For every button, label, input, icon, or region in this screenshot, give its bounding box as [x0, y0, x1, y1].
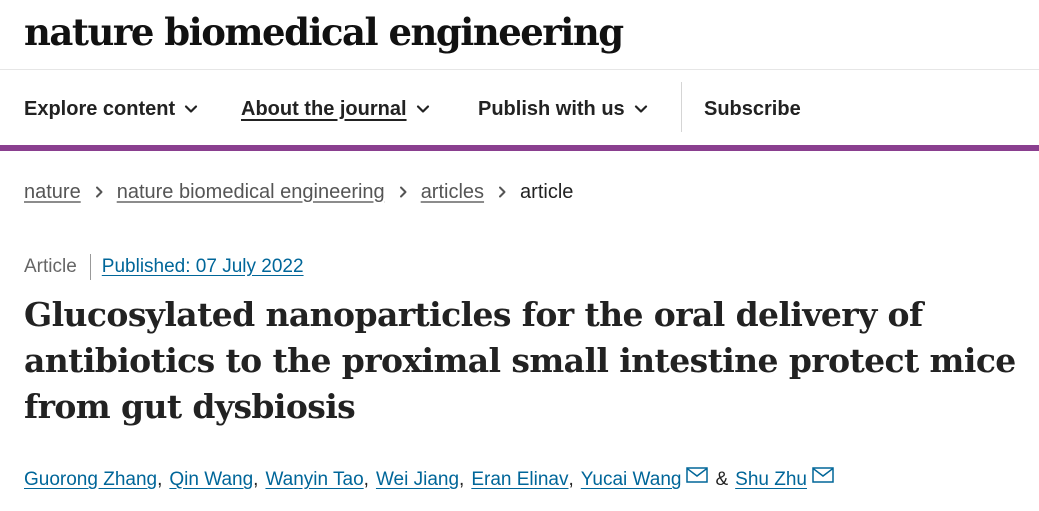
mail-icon[interactable]	[812, 467, 834, 483]
breadcrumb-current: article	[520, 180, 574, 203]
nav-publish-with-us-label: Publish with us	[478, 97, 625, 120]
chevron-right-icon	[484, 181, 520, 204]
author-link[interactable]: Guorong Zhang	[24, 469, 158, 490]
nav-explore-content[interactable]: Explore content	[24, 96, 198, 122]
breadcrumb-nature[interactable]: nature	[24, 180, 81, 203]
journal-logo[interactable]: nature biomedical engineering	[24, 10, 624, 54]
subscribe-link[interactable]: Subscribe	[704, 96, 801, 122]
author-separator: ,	[157, 469, 163, 490]
author-link[interactable]: Wei Jiang	[375, 469, 460, 490]
nav-accent-bar	[0, 145, 1039, 151]
nav-publish-with-us[interactable]: Publish with us	[478, 96, 648, 122]
author-separator: ,	[459, 469, 465, 490]
nav-about-the-journal[interactable]: About the journal	[241, 96, 430, 122]
author-ampersand: &	[715, 469, 729, 490]
nav-about-the-journal-label: About the journal	[241, 97, 407, 120]
subscribe-label: Subscribe	[704, 97, 801, 120]
masthead: nature biomedical engineering	[0, 0, 1039, 70]
article-type: Article	[24, 256, 77, 277]
author-link[interactable]: Eran Elinav	[471, 469, 569, 490]
main-nav: Explore content About the journal Publis…	[0, 70, 1039, 147]
author-separator: ,	[253, 469, 259, 490]
article-meta: Article Published: 07 July 2022	[24, 253, 304, 281]
author-list: Guorong Zhang, Qin Wang, Wanyin Tao, Wei…	[24, 465, 834, 495]
chevron-right-icon	[81, 181, 117, 204]
chevron-down-icon	[634, 105, 647, 113]
author-link[interactable]: Wanyin Tao	[265, 469, 364, 490]
author-separator: ,	[568, 469, 574, 490]
author-separator: ,	[363, 469, 369, 490]
chevron-right-icon	[385, 181, 421, 204]
mail-icon[interactable]	[686, 467, 709, 483]
published-date-link[interactable]: Published: 07 July 2022	[101, 256, 304, 277]
nav-divider	[681, 82, 682, 132]
breadcrumb-journal[interactable]: nature biomedical engineering	[116, 180, 385, 203]
chevron-down-icon	[416, 105, 429, 113]
meta-divider	[89, 254, 91, 280]
author-link-corresponding[interactable]: Shu Zhu	[735, 469, 807, 490]
breadcrumb-articles[interactable]: articles	[420, 180, 485, 203]
author-link-corresponding[interactable]: Yucai Wang	[580, 469, 682, 490]
author-link[interactable]: Qin Wang	[169, 469, 254, 490]
nav-explore-content-label: Explore content	[24, 97, 176, 120]
article-title: Glucosylated nanoparticles for the oral …	[24, 295, 1016, 426]
chevron-down-icon	[185, 105, 198, 113]
breadcrumb: nature nature biomedical engineering art…	[24, 178, 573, 206]
